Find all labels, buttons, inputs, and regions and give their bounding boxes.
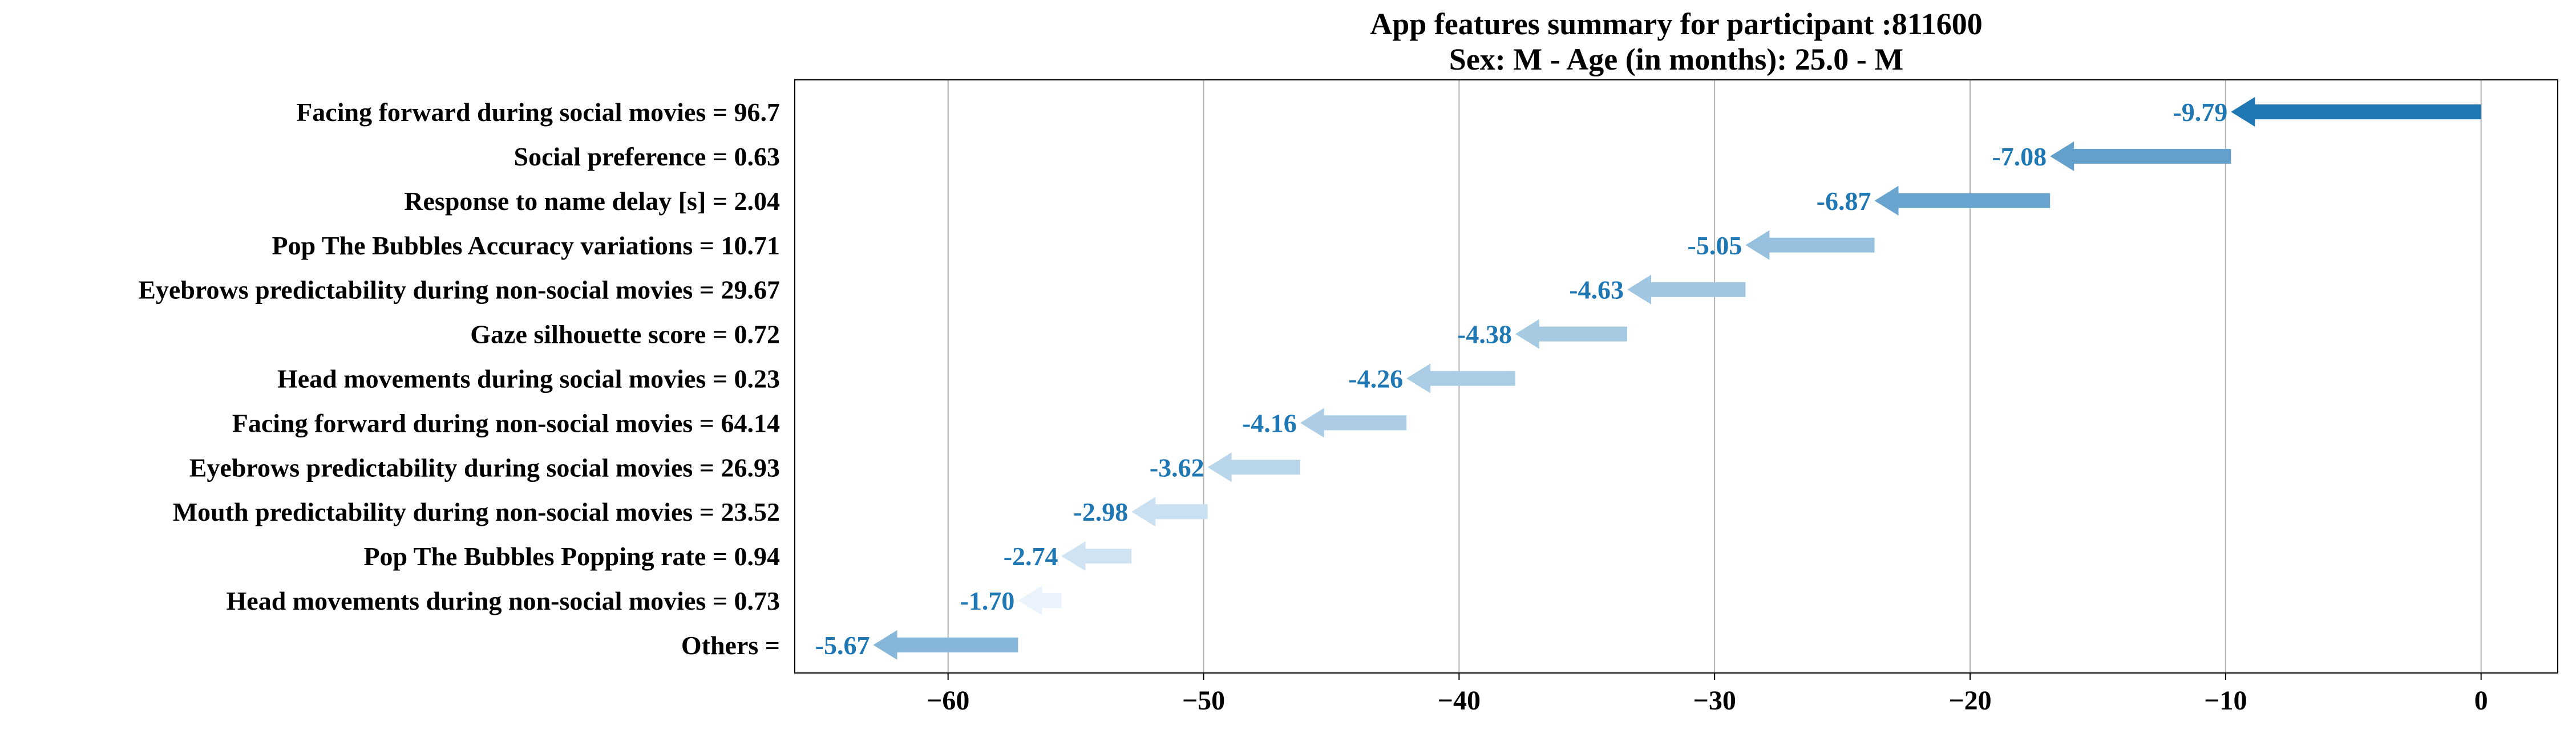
value-label: -5.05 (1688, 231, 1742, 260)
bar-arrow (1627, 274, 1746, 305)
x-tick-label: −30 (1693, 686, 1736, 716)
y-tick-label: Pop The Bubbles Popping rate = 0.94 (363, 542, 780, 571)
y-tick-label: Eyebrows predictability during social mo… (189, 453, 780, 482)
value-label: -6.87 (1817, 186, 1871, 216)
value-label: -2.74 (1004, 542, 1058, 571)
y-tick-label: Facing forward during non-social movies … (232, 408, 780, 437)
bar-arrow (873, 630, 1018, 660)
y-tick-label: Eyebrows predictability during non-socia… (138, 275, 780, 305)
y-tick-label: Pop The Bubbles Accuracy variations = 10… (272, 231, 781, 260)
y-tick-label: Response to name delay [s] = 2.04 (404, 186, 780, 216)
value-label: -4.38 (1457, 320, 1512, 349)
x-tick-label: −40 (1438, 686, 1481, 716)
bar-arrow (1207, 452, 1300, 482)
value-labels: -9.79 -7.08 -6.87 -5.05 -4.63 -4.38 -4.26 -4.16… (815, 98, 2228, 660)
x-tick-label: −20 (1948, 686, 1991, 716)
y-axis-labels: Facing forward during social movies = 96… (138, 98, 780, 660)
bar-arrow (1300, 408, 1407, 438)
y-tick-label: Facing forward during social movies = 96… (296, 98, 780, 127)
x-tick-label: 0 (2474, 686, 2488, 716)
bar-arrow (1131, 497, 1208, 527)
x-axis-ticks: −60 −50 −40 −30 −20 −10 0 (927, 673, 2488, 716)
value-label: -3.62 (1150, 453, 1204, 482)
value-label: -1.70 (960, 586, 1015, 615)
bar-arrow (1515, 319, 1628, 349)
y-tick-label: Head movements during social movies = 0.… (277, 364, 780, 394)
y-tick-label: Others = (681, 631, 780, 660)
bar-arrow (1874, 185, 2051, 216)
value-label: -4.16 (1242, 408, 1297, 437)
x-tick-label: −10 (2204, 686, 2247, 716)
value-label: -5.67 (815, 631, 870, 660)
y-tick-label: Mouth predictability during non-social m… (173, 497, 780, 526)
chart-title-line-1: App features summary for participant :81… (1370, 7, 1982, 41)
y-tick-label: Social preference = 0.63 (513, 142, 780, 171)
bar-arrow (1018, 586, 1062, 616)
bars (873, 97, 2481, 660)
bar-arrow (1061, 541, 1132, 571)
value-label: -9.79 (2173, 98, 2227, 127)
x-tick-label: −50 (1182, 686, 1225, 716)
gridlines (947, 80, 2482, 673)
value-label: -2.98 (1073, 497, 1128, 526)
bar-arrow (1406, 363, 1515, 394)
x-tick-label: −60 (927, 686, 969, 716)
bar-arrow (2231, 97, 2481, 127)
value-label: -4.63 (1569, 275, 1624, 305)
y-tick-label: Head movements during non-social movies … (227, 586, 781, 615)
chart-title-line-2: Sex: M - Age (in months): 25.0 - M (1449, 42, 1903, 76)
value-label: -7.08 (1992, 142, 2047, 171)
value-label: -4.26 (1348, 364, 1403, 394)
bar-arrow (1745, 230, 1875, 260)
bar-arrow (2050, 141, 2231, 171)
plot-frame (794, 79, 2558, 674)
y-tick-label: Gaze silhouette score = 0.72 (470, 320, 780, 349)
